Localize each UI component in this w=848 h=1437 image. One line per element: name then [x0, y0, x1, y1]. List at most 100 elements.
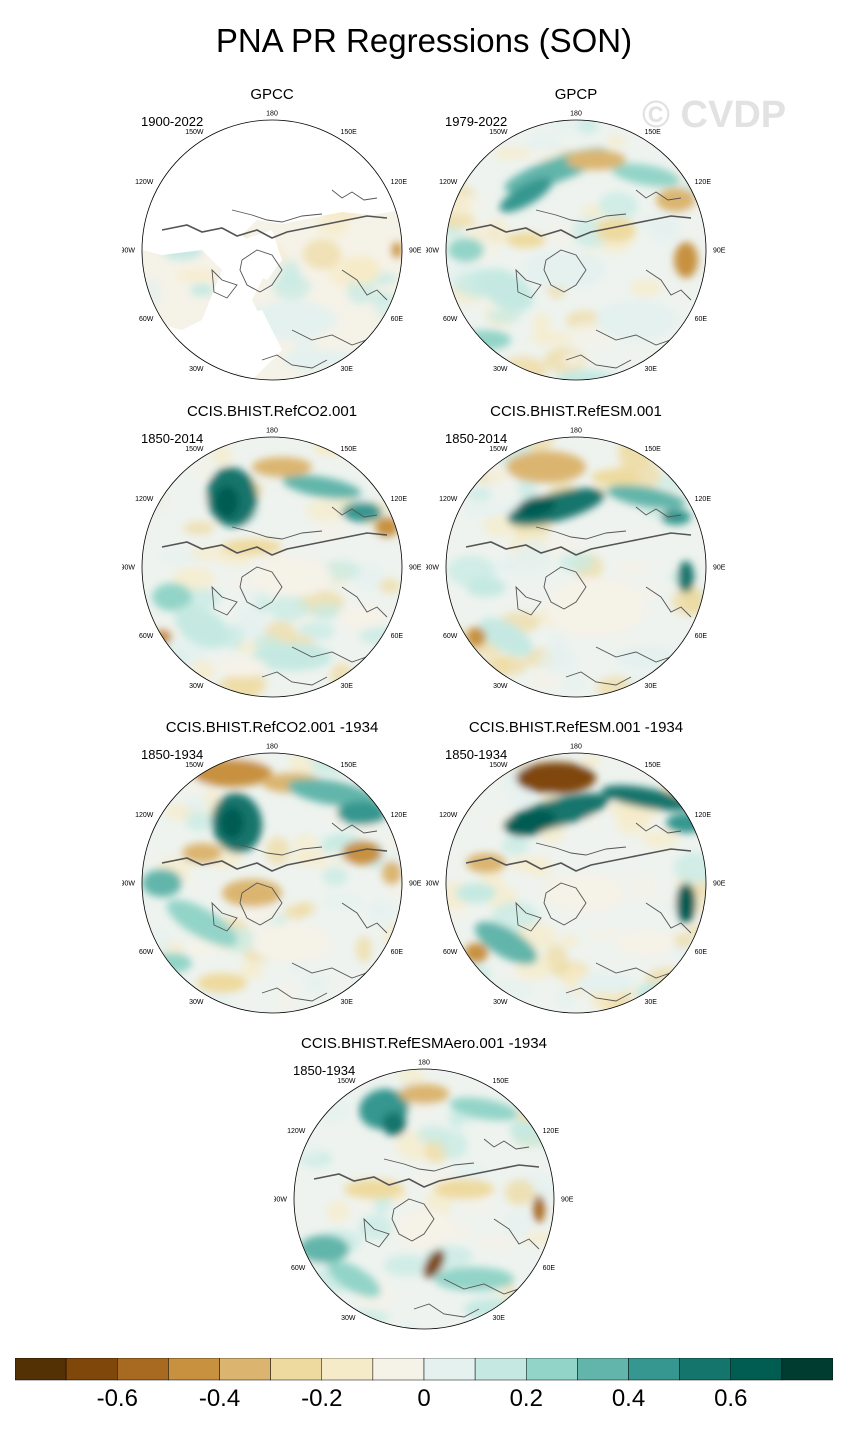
longitude-label: 60E: [391, 316, 404, 323]
colorbar-swatch: [65, 1358, 118, 1381]
map-panel: GPCC1900-2022180150E120E90E60E30E030W60W…: [122, 86, 422, 386]
longitude-label: 120W: [135, 179, 154, 186]
colorbar-tick-label: 0.4: [611, 1385, 646, 1412]
longitude-label: 60W: [291, 1265, 306, 1272]
longitude-label: 30W: [189, 366, 204, 373]
longitude-label: 180: [570, 111, 582, 118]
coastline: [239, 566, 283, 610]
colorbar-swatch: [526, 1358, 578, 1381]
longitude-label: 90W: [426, 565, 439, 572]
colorbar-swatch: [219, 1358, 271, 1381]
coastline: [515, 585, 542, 616]
longitude-label: 150E: [645, 762, 662, 769]
map-panel: CCIS.BHIST.RefESM.001 -1934 1850-1934 180 1…: [426, 719, 726, 1019]
map-panel: CCIS.BHIST.RefCO2.001 1850-2014 180 150E 120…: [122, 403, 422, 703]
map-boundary: [445, 436, 707, 698]
colorbar-swatch: [117, 1358, 169, 1381]
figure-title: PNA PR Regressions (SON): [215, 22, 633, 59]
coastline: [535, 526, 627, 540]
longitude-label: 120E: [695, 496, 712, 503]
polar-map: 180150E120E90E60E30E030W60W90W120W150W: [426, 111, 726, 381]
polar-map: 180150E120E90E60E30E030W60W90W120W150W: [122, 428, 422, 698]
longitude-label: 120W: [135, 812, 154, 819]
longitude-label: 60W: [443, 949, 458, 956]
watermark: © CVDP: [642, 94, 787, 136]
longitude-label: 30E: [493, 1315, 506, 1322]
colorbar-tick-label: 0: [417, 1385, 431, 1412]
coastline: [341, 586, 388, 618]
longitude-label: 120E: [391, 496, 408, 503]
panel-period: 1850-1934: [445, 747, 508, 762]
colorbar-tick-label: 0.2: [509, 1385, 543, 1412]
coastline: [211, 901, 238, 932]
longitude-label: 150W: [185, 129, 204, 136]
longitude-label: 180: [570, 744, 582, 751]
longitude-label: 30E: [645, 999, 658, 1006]
longitude-label: 90W: [274, 1197, 287, 1204]
coastline: [331, 189, 378, 201]
polar-map: 180150E120E90E60E30E030W60W90W120W150W: [122, 744, 422, 1014]
coastline: [261, 987, 328, 1002]
panel-title: GPCP: [554, 86, 598, 103]
coastline: [465, 215, 692, 239]
coastline: [211, 585, 238, 616]
longitude-label: 60E: [695, 316, 708, 323]
panel-period: 1850-1934: [141, 747, 204, 762]
longitude-label: 150W: [489, 129, 508, 136]
longitude-label: 180: [570, 428, 582, 435]
colorbar-tick-label: -0.4: [198, 1385, 241, 1412]
coastline: [231, 209, 323, 223]
coastline: [515, 268, 542, 299]
panel-period: 1979-2022: [445, 114, 508, 129]
coastline: [565, 354, 632, 369]
coastline: [645, 902, 692, 934]
longitude-label: 150E: [341, 762, 358, 769]
longitude-label: 30W: [493, 366, 508, 373]
panel-period: 1850-1934: [293, 1063, 356, 1078]
panel-period: 1850-2014: [141, 431, 204, 446]
colorbar: [15, 1358, 833, 1381]
longitude-label: 60E: [391, 949, 404, 956]
longitude-label: 180: [266, 744, 278, 751]
longitude-label: 60W: [443, 316, 458, 323]
colorbar-swatch: [423, 1358, 476, 1381]
coastline: [465, 532, 692, 556]
colorbar-swatch: [628, 1358, 680, 1381]
coastline: [161, 848, 388, 872]
map-panel: CCIS.BHIST.RefESM.001 1850-2014 180 150E 120…: [426, 403, 726, 703]
longitude-label: 150E: [341, 446, 358, 453]
map-panel: CCIS.BHIST.RefESMAero.001 -1934 1850-1934…: [274, 1035, 574, 1335]
panel-title: CCIS.BHIST.RefESM.001: [490, 403, 662, 420]
longitude-label: 90E: [409, 881, 422, 888]
coastline: [391, 1198, 435, 1242]
longitude-label: 90E: [713, 248, 726, 255]
longitude-label: 150W: [489, 446, 508, 453]
coastline: [211, 268, 238, 299]
coastline: [515, 901, 542, 932]
colorbar-swatch: [577, 1358, 629, 1381]
longitude-label: 120E: [391, 179, 408, 186]
longitude-label: 120W: [439, 179, 458, 186]
longitude-label: 150W: [185, 762, 204, 769]
longitude-label: 150W: [489, 762, 508, 769]
coastline: [635, 506, 682, 518]
longitude-label: 150E: [493, 1078, 510, 1085]
longitude-label: 150E: [341, 129, 358, 136]
panel-title: CCIS.BHIST.RefESM.001 -1934: [468, 719, 684, 736]
coastline: [331, 506, 378, 518]
panel-period: 1900-2022: [141, 114, 204, 129]
longitude-label: 90E: [713, 565, 726, 572]
coastline: [239, 882, 283, 926]
coastline: [543, 882, 587, 926]
coastline: [543, 566, 587, 610]
colorbar-swatch: [15, 1358, 67, 1381]
longitude-label: 120E: [391, 812, 408, 819]
longitude-label: 60E: [543, 1265, 556, 1272]
longitude-label: 120W: [287, 1128, 306, 1135]
longitude-label: 90E: [409, 565, 422, 572]
longitude-label: 150W: [337, 1078, 356, 1085]
map-boundary: [141, 436, 403, 698]
coastline: [543, 249, 587, 293]
longitude-label: 120W: [439, 496, 458, 503]
colorbar-swatch: [372, 1358, 425, 1381]
